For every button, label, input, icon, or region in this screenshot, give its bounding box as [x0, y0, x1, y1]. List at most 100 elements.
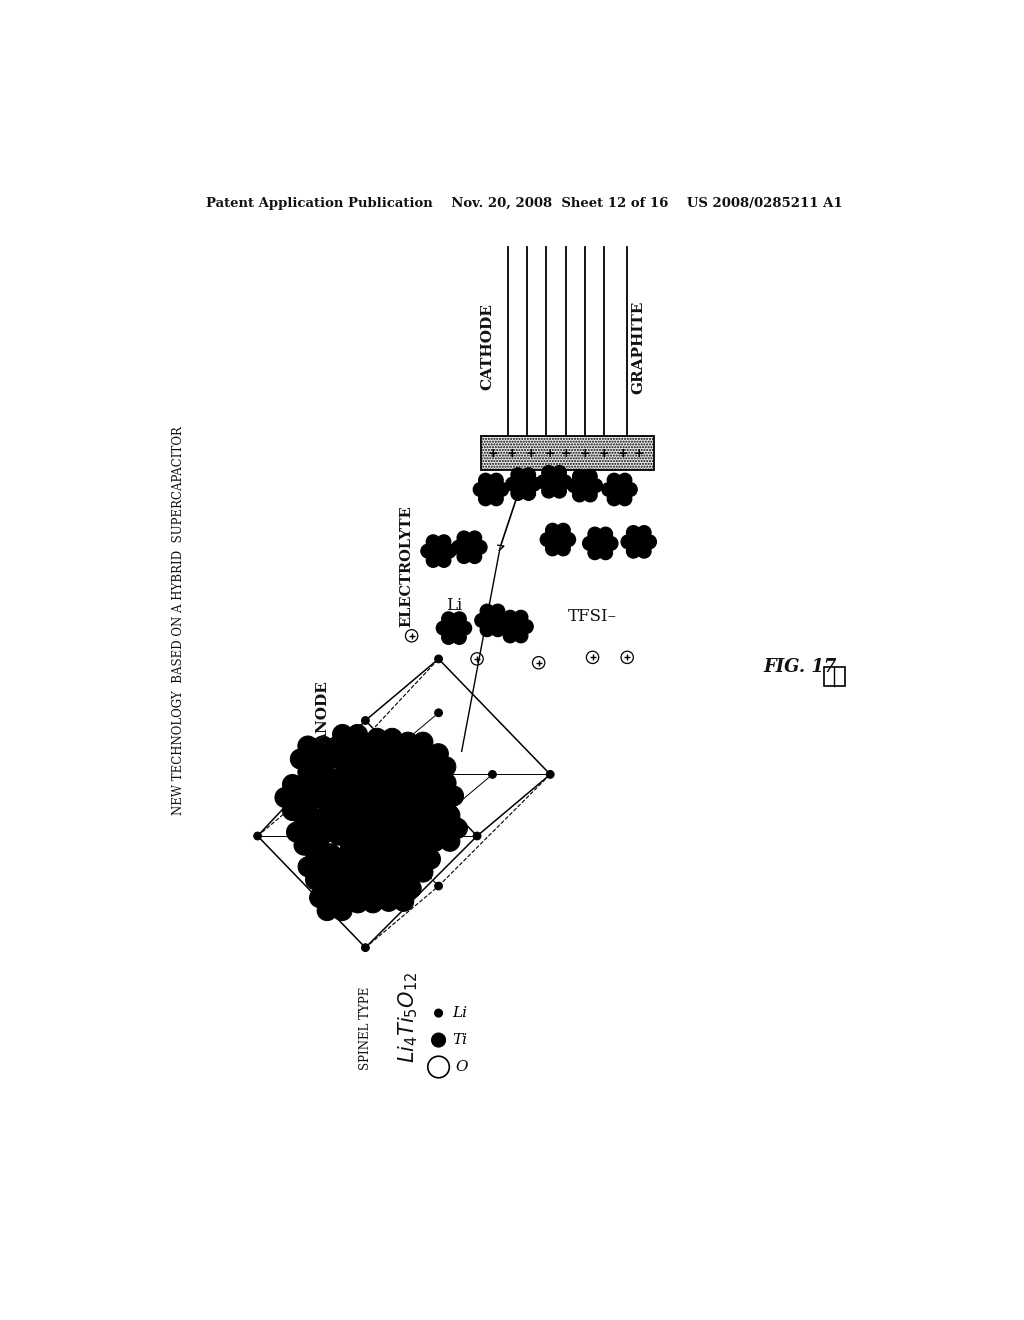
Circle shape: [321, 843, 341, 863]
Circle shape: [401, 793, 422, 813]
Circle shape: [382, 729, 402, 748]
Circle shape: [413, 733, 433, 752]
Circle shape: [359, 742, 380, 762]
Circle shape: [436, 799, 456, 818]
Circle shape: [488, 771, 497, 779]
Text: NEW TECHNOLOGY  BASED ON A HYBRID  SUPERCAPACITOR: NEW TECHNOLOGY BASED ON A HYBRID SUPERCA…: [172, 426, 184, 814]
Circle shape: [340, 780, 359, 800]
Circle shape: [452, 540, 466, 554]
Circle shape: [317, 767, 337, 787]
Circle shape: [254, 832, 261, 840]
Circle shape: [351, 743, 372, 764]
Circle shape: [362, 847, 383, 867]
Circle shape: [414, 812, 433, 832]
Circle shape: [367, 789, 387, 809]
Text: +: +: [545, 447, 556, 461]
Circle shape: [347, 751, 368, 771]
Circle shape: [362, 892, 383, 913]
Circle shape: [414, 785, 433, 807]
Circle shape: [359, 795, 380, 816]
Circle shape: [375, 795, 394, 816]
Circle shape: [599, 545, 612, 560]
Circle shape: [521, 467, 536, 482]
Circle shape: [325, 780, 345, 800]
Circle shape: [298, 762, 317, 781]
Circle shape: [436, 799, 456, 818]
Circle shape: [348, 892, 368, 913]
Circle shape: [593, 536, 607, 550]
Circle shape: [421, 799, 441, 818]
Circle shape: [325, 887, 345, 908]
Circle shape: [607, 474, 622, 487]
Circle shape: [340, 834, 360, 854]
Circle shape: [329, 799, 348, 820]
Circle shape: [313, 762, 333, 781]
Circle shape: [436, 756, 456, 776]
Circle shape: [432, 544, 445, 558]
Text: GRAPHITE: GRAPHITE: [632, 301, 646, 393]
Text: +: +: [560, 447, 571, 461]
Circle shape: [367, 770, 387, 789]
Circle shape: [379, 845, 398, 866]
Circle shape: [394, 780, 414, 800]
Circle shape: [558, 475, 571, 488]
Circle shape: [375, 742, 394, 762]
Circle shape: [547, 771, 554, 779]
Circle shape: [617, 474, 632, 487]
Circle shape: [344, 825, 364, 845]
Circle shape: [480, 605, 494, 618]
Circle shape: [361, 944, 370, 952]
Text: +: +: [599, 447, 609, 461]
Circle shape: [348, 867, 368, 887]
Text: +: +: [507, 447, 517, 461]
Circle shape: [367, 743, 387, 764]
Circle shape: [553, 466, 566, 479]
Circle shape: [490, 623, 505, 636]
Circle shape: [632, 535, 646, 549]
Circle shape: [382, 754, 402, 775]
Circle shape: [435, 655, 442, 663]
Circle shape: [371, 878, 391, 899]
Text: Ti: Ti: [453, 1034, 467, 1047]
Circle shape: [297, 775, 317, 795]
Text: ELECTROLYTE: ELECTROLYTE: [399, 506, 414, 627]
Circle shape: [313, 737, 333, 756]
Circle shape: [398, 758, 418, 779]
Circle shape: [386, 767, 407, 787]
Circle shape: [457, 549, 471, 564]
Circle shape: [509, 619, 522, 634]
Circle shape: [546, 523, 559, 537]
Circle shape: [361, 892, 370, 900]
Circle shape: [406, 825, 425, 845]
Circle shape: [542, 466, 556, 479]
Text: +: +: [487, 447, 498, 461]
Circle shape: [495, 483, 509, 496]
Circle shape: [503, 610, 517, 624]
Circle shape: [382, 808, 402, 828]
Circle shape: [406, 744, 425, 766]
Circle shape: [390, 751, 410, 771]
Bar: [481, 436, 654, 470]
Circle shape: [361, 771, 370, 779]
Circle shape: [340, 738, 360, 758]
Circle shape: [421, 799, 441, 818]
Circle shape: [589, 479, 602, 492]
Circle shape: [537, 475, 550, 488]
Circle shape: [413, 758, 433, 779]
Circle shape: [627, 525, 640, 540]
Circle shape: [362, 867, 383, 887]
Circle shape: [332, 767, 352, 787]
Circle shape: [329, 825, 348, 845]
Circle shape: [386, 793, 407, 813]
Circle shape: [381, 771, 388, 779]
Circle shape: [447, 622, 461, 635]
Circle shape: [413, 862, 433, 882]
Circle shape: [321, 748, 340, 770]
Circle shape: [333, 725, 352, 744]
Circle shape: [291, 748, 310, 770]
Circle shape: [305, 843, 326, 863]
Circle shape: [383, 738, 402, 758]
Circle shape: [359, 756, 379, 776]
Circle shape: [406, 756, 426, 776]
Circle shape: [368, 754, 387, 775]
